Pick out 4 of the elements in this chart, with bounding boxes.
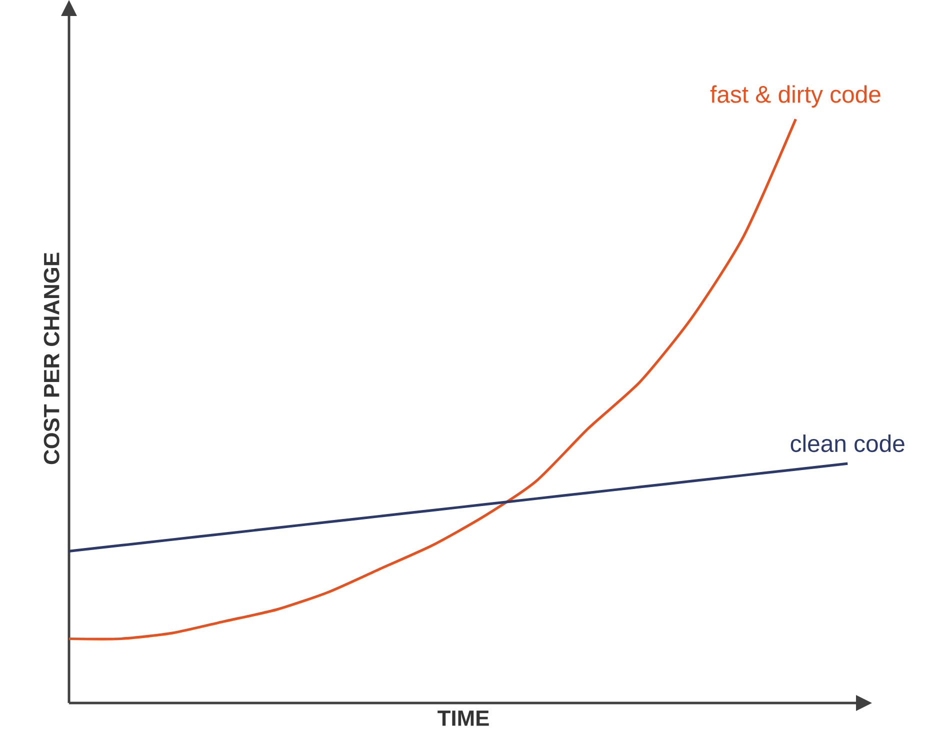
series-label: clean code [790,434,904,452]
series-label: fast & dirty code [710,85,880,108]
x-axis-title: TIME [438,710,489,726]
y-axis-title: COST PER CHANGE [44,252,60,464]
